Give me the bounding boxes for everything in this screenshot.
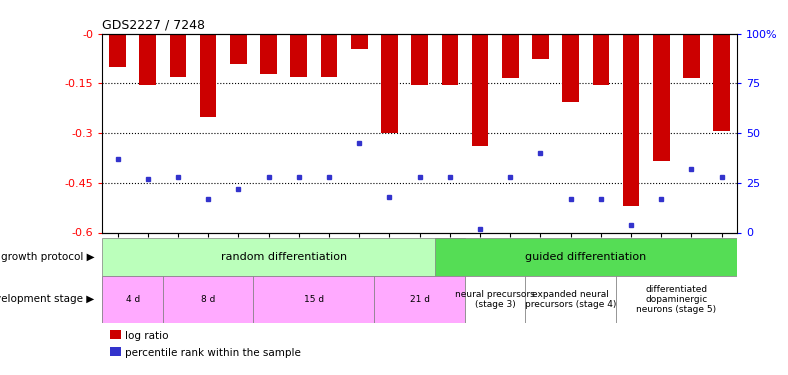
Bar: [502, 34, 519, 78]
Bar: [169, 34, 186, 77]
Text: random differentiation: random differentiation: [221, 252, 347, 262]
Bar: [254, 276, 374, 322]
Bar: [102, 276, 163, 322]
Bar: [110, 34, 126, 67]
Bar: [441, 34, 458, 85]
Bar: [351, 34, 367, 49]
Bar: [623, 34, 639, 206]
Bar: [683, 34, 700, 78]
Text: differentiated
dopaminergic
neurons (stage 5): differentiated dopaminergic neurons (sta…: [636, 285, 716, 314]
Bar: [472, 34, 489, 146]
Bar: [381, 34, 398, 133]
Text: 8 d: 8 d: [201, 295, 215, 304]
Bar: [411, 34, 428, 85]
Bar: [260, 34, 277, 74]
Bar: [616, 276, 737, 322]
Bar: [713, 34, 730, 132]
Text: development stage ▶: development stage ▶: [0, 294, 95, 304]
Bar: [465, 276, 526, 322]
Text: guided differentiation: guided differentiation: [525, 252, 646, 262]
Text: 21 d: 21 d: [410, 295, 429, 304]
Text: log ratio: log ratio: [125, 331, 168, 340]
Bar: [532, 34, 548, 58]
Bar: [593, 34, 609, 85]
Bar: [526, 276, 616, 322]
Text: 4 d: 4 d: [125, 295, 139, 304]
Bar: [374, 276, 465, 322]
Bar: [200, 34, 217, 117]
Text: 15 d: 15 d: [304, 295, 324, 304]
Bar: [139, 34, 156, 85]
Bar: [465, 276, 737, 322]
Text: percentile rank within the sample: percentile rank within the sample: [125, 348, 300, 357]
Text: GDS2227 / 7248: GDS2227 / 7248: [102, 18, 206, 31]
Bar: [321, 34, 337, 77]
Text: expanded neural
precursors (stage 4): expanded neural precursors (stage 4): [525, 290, 616, 309]
Bar: [230, 34, 247, 63]
Text: growth protocol ▶: growth protocol ▶: [1, 252, 95, 262]
Bar: [102, 276, 465, 322]
Bar: [653, 34, 670, 161]
Bar: [163, 276, 254, 322]
Bar: [435, 238, 737, 276]
Bar: [563, 34, 579, 102]
Text: neural precursors
(stage 3): neural precursors (stage 3): [455, 290, 535, 309]
Bar: [291, 34, 307, 77]
Bar: [102, 238, 465, 276]
